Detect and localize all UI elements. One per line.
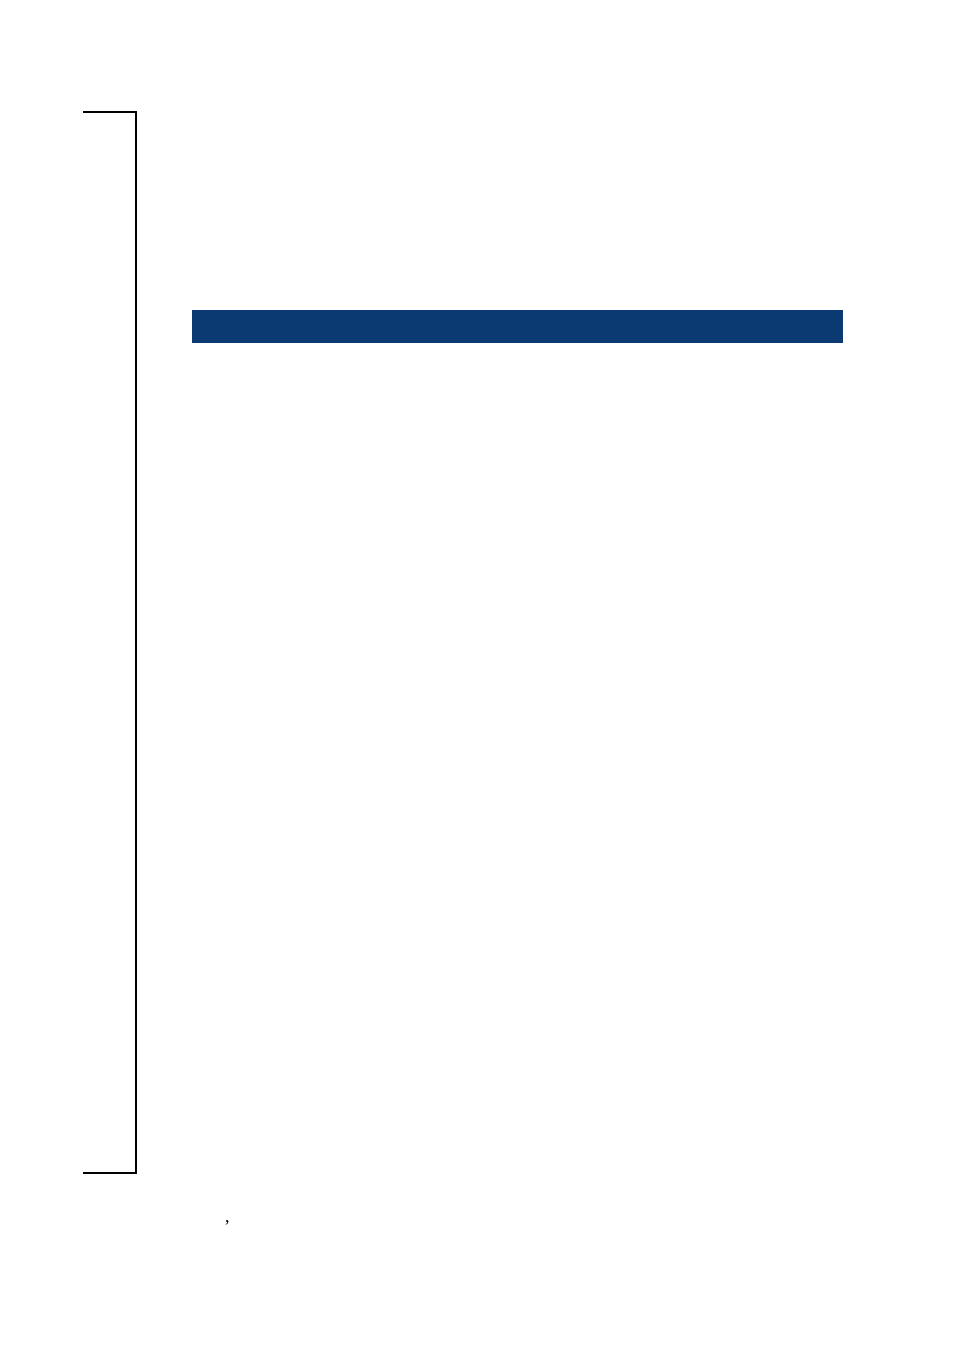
header-bar xyxy=(192,310,843,343)
bracket-vertical-segment xyxy=(135,111,137,1174)
bracket-top-segment xyxy=(83,111,137,113)
stray-comma: , xyxy=(225,1207,230,1225)
bracket-bottom-segment xyxy=(83,1172,137,1174)
